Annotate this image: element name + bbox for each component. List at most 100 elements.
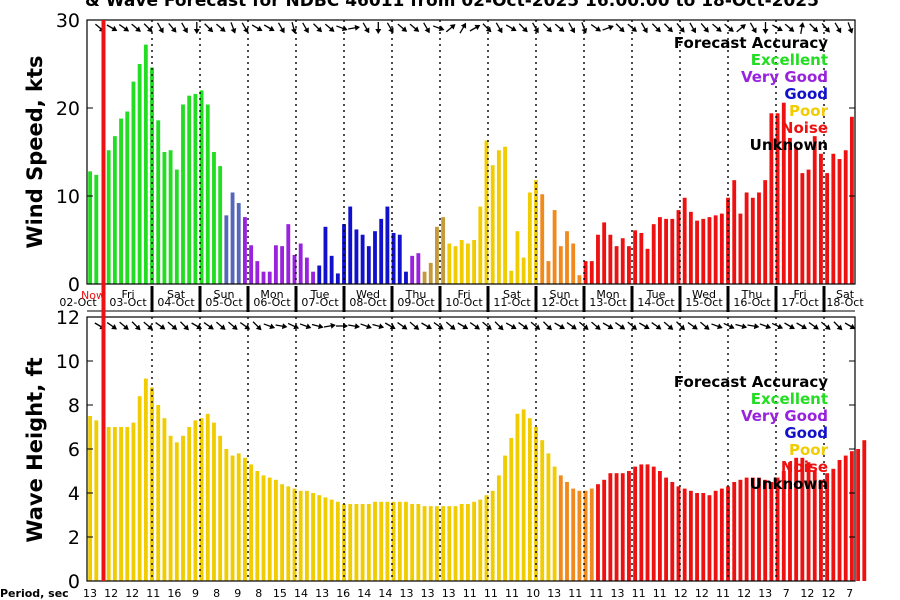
direction-arrow [204,23,214,33]
direction-arrow [542,23,552,33]
y-tick-label: 10 [56,186,80,208]
bar [125,111,130,285]
direction-arrow [375,22,382,34]
arrow-head [728,323,735,330]
direction-arrow [723,322,735,330]
bar [676,486,681,581]
arrow-head [354,323,361,330]
arrow-head [328,26,335,32]
bar [509,438,514,581]
date-label: 15-Oct [685,296,723,309]
direction-arrow [348,24,361,31]
legend-entry: Noise [781,119,828,137]
legend-entry: Poor [789,441,829,459]
period-axis-label: Period, sec [0,587,69,600]
date-separator [390,286,394,312]
bar [373,231,377,284]
bar [478,206,483,284]
arrow-head [243,27,249,34]
bar [843,455,848,581]
date-label: 08-Oct [349,296,387,309]
bar [596,484,600,581]
arrow-head [354,24,361,31]
arrow-head [219,324,226,330]
arrow-head [522,324,529,330]
bar [385,206,390,284]
direction-arrow [263,323,276,330]
direction-arrow [532,22,539,34]
direction-arrow [263,24,275,32]
direction-arrow [602,24,614,31]
bar [255,261,260,284]
bar [137,64,142,284]
now-label: Now [81,289,105,302]
bar [825,473,830,581]
bar [335,501,340,581]
arrow-head [751,27,757,34]
period-label: 13 [442,587,456,600]
bar [267,271,272,284]
day-label: Sat [503,288,522,301]
direction-arrow [602,322,614,330]
direction-arrow [386,22,394,34]
period-label: 12 [737,587,751,600]
date-separator [342,286,346,312]
bar [150,387,154,581]
period-label: 11 [568,587,582,600]
bar [682,197,687,284]
direction-arrow [143,23,153,33]
direction-arrow [784,23,795,32]
bar [819,153,823,284]
period-label: 12 [695,587,709,600]
bar [131,81,136,284]
bar [670,482,675,581]
bar [732,482,737,581]
arrow-head [801,323,807,330]
direction-arrow [771,322,784,330]
direction-arrow [360,323,372,330]
bar [366,504,371,581]
direction-arrow [554,322,565,330]
arrow-head [231,324,238,330]
direction-arrow [505,24,517,32]
bar [701,218,706,284]
direction-arrow [591,321,601,330]
direction-arrow [228,321,238,330]
bar [435,226,439,284]
bar [181,104,185,284]
period-label: 14 [378,587,392,600]
bar [843,150,848,284]
bar [267,477,272,581]
bar [404,501,408,581]
direction-arrow [700,22,709,33]
wave-bars [88,378,867,581]
arrow-head [849,323,856,330]
bar [633,230,638,284]
bar [280,246,285,284]
direction-arrow [518,23,528,33]
arrow-head [135,26,141,32]
bar [243,217,247,284]
period-label: 13 [611,587,625,600]
direction-arrow [277,22,285,34]
direction-arrow [241,22,249,34]
bar [385,501,390,581]
arrow-head [170,26,177,33]
arrow-head [193,29,200,34]
arrow-head [317,323,324,330]
bar [812,471,817,581]
bar [174,169,179,284]
period-label: 12 [822,587,836,600]
bar [224,449,229,581]
bar [614,246,619,284]
date-separator [822,286,826,312]
bar [472,501,477,581]
bar [199,90,204,285]
date-label: 03-Oct [109,296,147,309]
bar [819,479,823,581]
bar [422,506,427,581]
direction-arrow [687,322,698,330]
arrow-head [679,26,685,33]
bar [379,218,384,284]
bar [94,174,99,284]
